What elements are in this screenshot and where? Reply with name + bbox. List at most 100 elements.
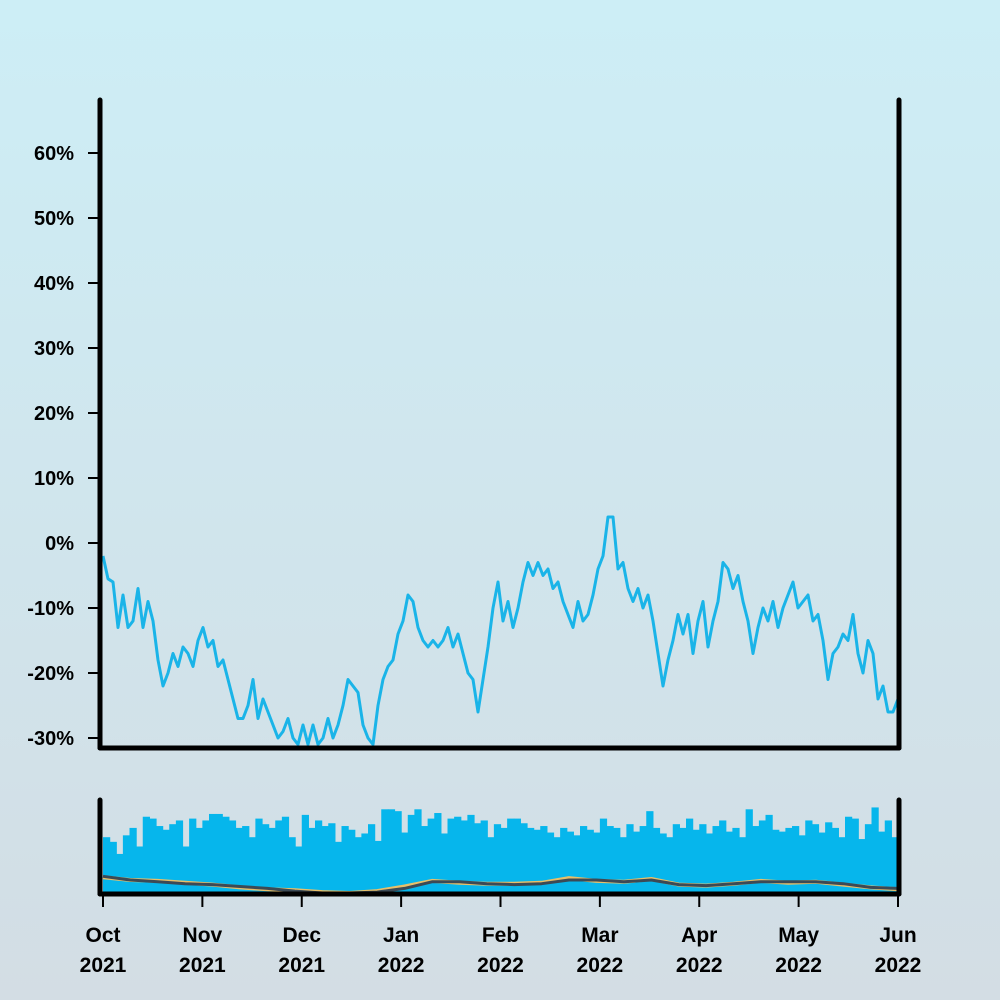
volume-bar — [659, 833, 667, 893]
volume-bar — [825, 822, 833, 893]
y-tick-label: 40% — [34, 273, 74, 295]
volume-bar — [401, 832, 409, 893]
volume-bar — [864, 824, 873, 893]
volume-bar — [831, 827, 839, 893]
volume-bar — [560, 827, 568, 893]
volume-bar — [487, 837, 495, 893]
y-tick-label: 20% — [34, 403, 74, 425]
volume-bar — [235, 827, 243, 893]
x-tick-month: Mar — [581, 924, 618, 947]
volume-bar — [639, 826, 647, 893]
volume-bar — [189, 818, 197, 893]
volume-bar — [209, 813, 217, 893]
y-tick-label: 10% — [34, 468, 74, 490]
volume-bar — [275, 820, 283, 893]
x-tick-year: 2022 — [378, 954, 425, 977]
volume-bar — [308, 827, 316, 893]
volume-bar — [288, 837, 296, 893]
volume-bar — [778, 831, 786, 893]
volume-bar — [792, 826, 800, 893]
volume-bar — [460, 820, 468, 893]
volume-bar — [507, 818, 515, 893]
volume-bar — [354, 837, 362, 893]
x-tick-month: Oct — [85, 924, 120, 947]
volume-bar — [533, 829, 541, 893]
volume-bar — [513, 818, 521, 893]
volume-bar — [652, 827, 661, 893]
volume-bar — [752, 826, 760, 893]
volume-bar — [381, 809, 389, 893]
volume-bar — [646, 811, 654, 893]
volume-bar — [758, 820, 767, 893]
y-tick-label: -30% — [27, 728, 74, 750]
volume-bar — [493, 824, 502, 893]
x-tick-year: 2021 — [80, 954, 127, 977]
volume-bar — [440, 833, 449, 893]
volume-bar — [162, 829, 170, 893]
volume-bar — [745, 809, 753, 893]
volume-bar — [845, 816, 853, 893]
volume-bar — [374, 840, 382, 893]
volume-bar — [387, 809, 396, 893]
x-tick-year: 2022 — [577, 954, 624, 977]
volume-bar — [301, 814, 309, 893]
moving-average-line — [102, 874, 899, 895]
x-tick-month: Dec — [282, 924, 321, 947]
volume-bar — [725, 831, 733, 893]
x-tick-year: 2022 — [775, 954, 822, 977]
volume-bar — [248, 837, 256, 893]
volume-bar — [811, 824, 820, 893]
volume-bar — [705, 833, 714, 893]
x-tick-month: Apr — [681, 924, 717, 947]
volume-bar — [732, 827, 740, 893]
y-tick-label: 60% — [34, 143, 74, 165]
x-tick-year: 2021 — [278, 954, 325, 977]
volume-bar — [884, 820, 892, 893]
volume-bar — [540, 826, 548, 893]
volume-bar — [666, 837, 674, 893]
volume-bar — [772, 829, 780, 893]
volume-bar — [142, 816, 150, 893]
volume-bar — [348, 829, 356, 893]
x-tick-year: 2021 — [179, 954, 226, 977]
volume-bar — [599, 818, 608, 893]
volume-bar — [447, 818, 455, 893]
volume-bar — [361, 833, 369, 893]
volume-bar — [122, 835, 131, 893]
y-tick-label: 0% — [45, 533, 74, 555]
volume-bar — [785, 827, 793, 893]
volume-bar — [593, 832, 601, 893]
volume-bar — [686, 818, 694, 893]
x-tick-year: 2022 — [477, 954, 524, 977]
volume-bar — [679, 827, 687, 893]
x-tick-month: Jan — [383, 924, 419, 947]
y-tick-label: -10% — [27, 598, 74, 620]
volume-bar — [480, 820, 488, 893]
volume-bar — [851, 818, 859, 893]
volume-bar — [195, 827, 203, 893]
volume-bar — [858, 839, 866, 893]
volume-bar — [368, 824, 376, 893]
volume-bar — [116, 853, 124, 893]
volume-bar — [295, 846, 303, 893]
x-tick-month: May — [778, 924, 819, 947]
volume-bar — [149, 818, 157, 893]
volume-bar — [255, 818, 263, 893]
volume-bar — [606, 826, 614, 893]
volume-bar — [818, 832, 826, 893]
y-tick-label: 30% — [34, 338, 74, 360]
volume-bar — [334, 841, 343, 893]
price-line — [101, 515, 900, 746]
volume-bar — [500, 827, 508, 893]
volume-bar — [871, 807, 879, 893]
volume-bar — [712, 826, 720, 893]
volume-bar — [281, 816, 290, 893]
volume-bar — [169, 824, 177, 893]
volume-bar — [699, 824, 707, 893]
volume-bar — [215, 813, 223, 893]
volume-bar — [467, 814, 475, 893]
volume-bar — [626, 824, 634, 893]
x-tick-year: 2022 — [875, 954, 922, 977]
volume-bar — [136, 846, 144, 893]
